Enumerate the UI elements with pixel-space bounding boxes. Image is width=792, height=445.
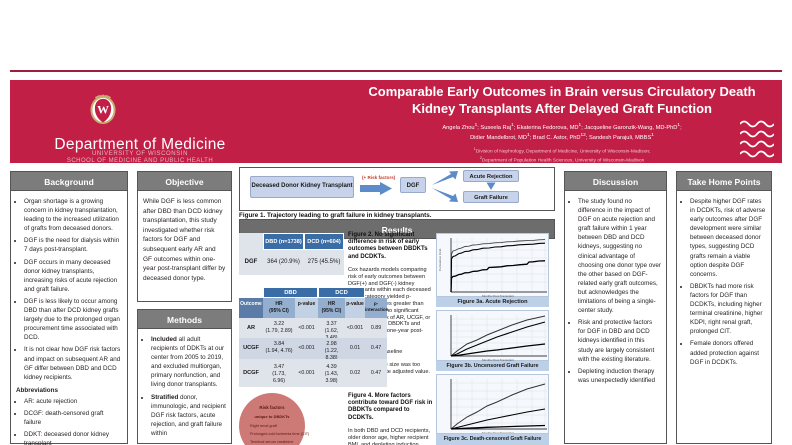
svg-text:unique to DBDKTs: unique to DBDKTs	[254, 414, 290, 419]
svg-text:W: W	[97, 103, 109, 117]
svg-text:Cumulative Incid.: Cumulative Incid.	[438, 248, 442, 271]
svg-text:Risk factors: Risk factors	[259, 405, 285, 410]
svg-text:Right renal graft: Right renal graft	[250, 424, 278, 428]
svg-text:Prolonged cold ischemia time (: Prolonged cold ischemia time (CIT)	[250, 432, 310, 436]
svg-text:Terminal serum creatinine: Terminal serum creatinine	[250, 440, 293, 444]
